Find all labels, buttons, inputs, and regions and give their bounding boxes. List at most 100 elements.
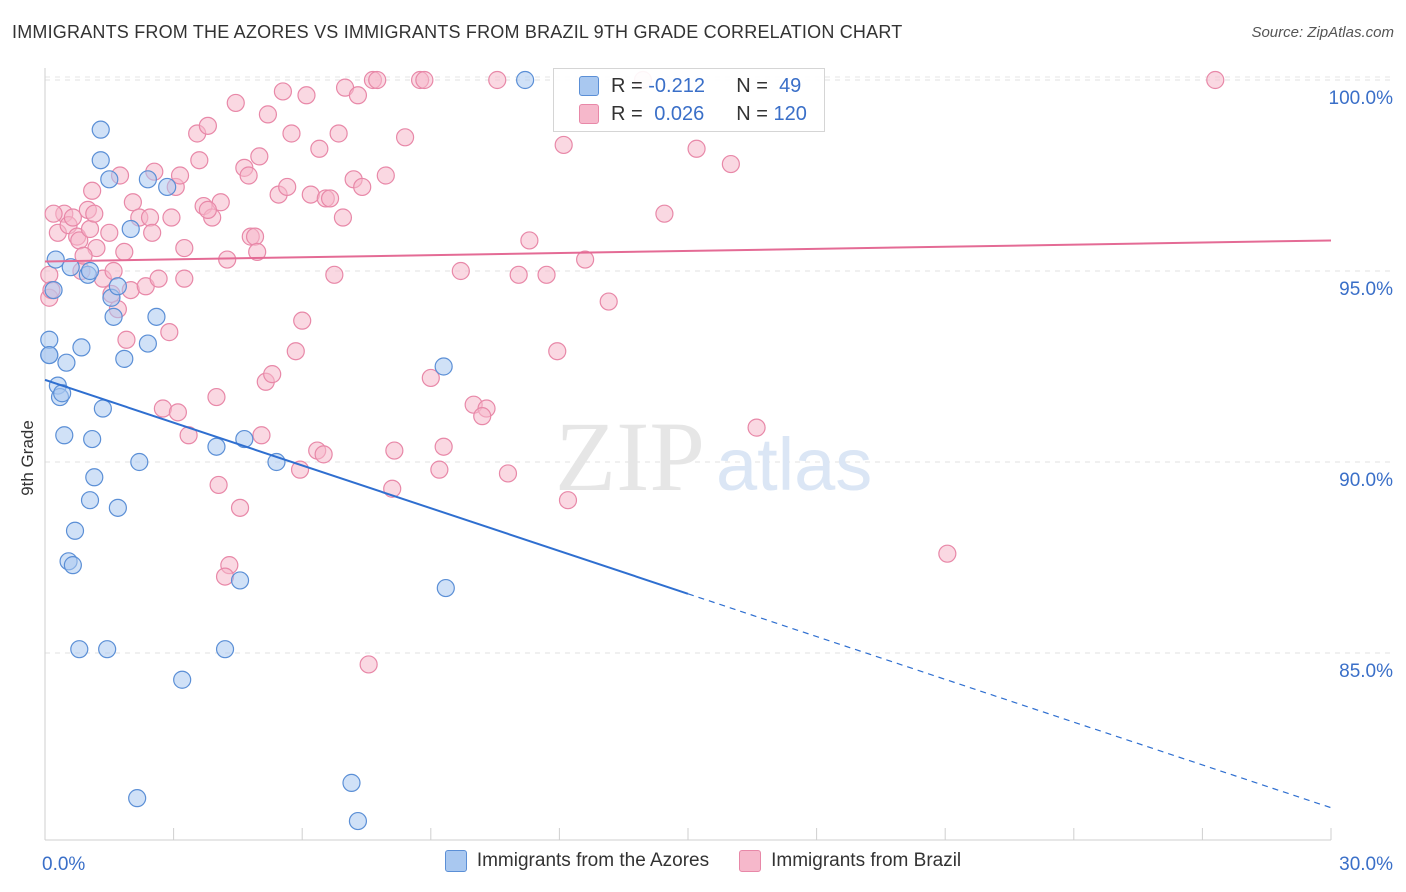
- watermark-atlas: atlas: [716, 423, 872, 506]
- point-brazil: [278, 177, 297, 197]
- point-brazil: [168, 403, 187, 422]
- point-brazil: [40, 265, 59, 284]
- point-brazil: [1206, 70, 1225, 90]
- point-brazil: [80, 219, 100, 239]
- point-azores: [342, 773, 361, 792]
- point-azores: [121, 219, 140, 239]
- y-tick-label: 85.0%: [1339, 661, 1393, 682]
- point-azores: [40, 330, 59, 349]
- point-brazil: [207, 387, 226, 407]
- point-brazil: [747, 418, 766, 437]
- point-azores: [235, 429, 254, 449]
- point-brazil: [509, 265, 528, 284]
- point-brazil: [115, 242, 134, 261]
- point-brazil: [576, 250, 595, 269]
- legend-n-label: N =: [736, 102, 768, 125]
- legend-r-brazil: 0.026: [654, 102, 705, 125]
- point-azores: [72, 338, 91, 357]
- point-brazil: [498, 464, 518, 483]
- watermark-zip: ZIP: [555, 401, 705, 512]
- point-brazil: [286, 342, 305, 361]
- trend-line-azores: [44, 378, 689, 595]
- point-azores: [128, 789, 147, 808]
- point-brazil: [175, 238, 194, 258]
- point-brazil: [488, 70, 507, 90]
- point-brazil: [655, 204, 674, 223]
- point-brazil: [520, 231, 539, 250]
- chart-title: IMMIGRANTS FROM THE AZORES VS IMMIGRANTS…: [12, 22, 903, 42]
- point-brazil: [170, 166, 190, 185]
- point-brazil: [215, 567, 235, 586]
- point-brazil: [248, 242, 267, 261]
- x-tick-label-max: 30.0%: [1339, 854, 1393, 875]
- point-brazil: [44, 204, 63, 223]
- point-brazil: [325, 265, 344, 284]
- point-brazil: [938, 544, 957, 563]
- point-brazil: [548, 342, 567, 361]
- point-brazil: [160, 323, 179, 342]
- point-azores: [40, 345, 59, 365]
- point-azores: [230, 571, 250, 590]
- point-azores: [138, 170, 157, 189]
- point-azores: [147, 307, 166, 326]
- point-brazil: [209, 475, 228, 495]
- point-azores: [70, 640, 89, 659]
- point-azores: [108, 498, 127, 517]
- point-azores: [215, 640, 235, 659]
- point-brazil: [314, 445, 333, 464]
- point-brazil: [190, 151, 209, 170]
- y-tick-label: 100.0%: [1329, 88, 1394, 109]
- point-brazil: [348, 86, 368, 105]
- point-brazil: [537, 265, 556, 284]
- legend-r-azores: -0.212: [648, 74, 705, 97]
- point-brazil: [320, 189, 340, 208]
- stats-legend: R = -0.212 N = 49 R = 0.026 N = 120: [553, 68, 825, 132]
- point-brazil: [175, 269, 194, 288]
- legend-r-label: R =: [611, 74, 643, 97]
- legend-n-azores: 49: [779, 74, 802, 97]
- series-label-azores: Immigrants from the Azores: [476, 850, 710, 871]
- point-brazil: [395, 128, 415, 147]
- point-azores: [55, 426, 74, 445]
- point-azores: [91, 151, 110, 170]
- point-brazil: [554, 135, 573, 155]
- point-brazil: [153, 399, 172, 418]
- series-legend-brazil[interactable]: Immigrants from Brazil: [739, 850, 961, 872]
- point-azores: [115, 349, 134, 368]
- point-azores: [65, 521, 85, 540]
- point-brazil: [297, 86, 316, 105]
- point-azores: [516, 70, 535, 90]
- legend-n-label: N =: [736, 74, 768, 97]
- point-brazil: [558, 491, 578, 510]
- point-brazil: [329, 124, 348, 143]
- legend-swatch-azores: [579, 76, 599, 96]
- point-brazil: [333, 208, 353, 227]
- point-azores: [63, 556, 82, 575]
- point-brazil: [226, 93, 245, 113]
- point-brazil: [451, 261, 470, 281]
- series-legend-azores[interactable]: Immigrants from the Azores: [444, 850, 710, 872]
- point-brazil: [353, 177, 372, 197]
- point-azores: [104, 307, 123, 326]
- point-brazil: [385, 441, 404, 460]
- point-brazil: [368, 70, 387, 90]
- trend-line-azores-extrapolated: [687, 593, 1332, 809]
- point-brazil: [293, 311, 312, 330]
- point-azores: [138, 334, 157, 353]
- point-azores: [108, 277, 127, 296]
- point-azores: [100, 170, 119, 189]
- point-brazil: [250, 147, 269, 166]
- point-brazil: [421, 368, 440, 388]
- point-azores: [44, 281, 63, 300]
- point-azores: [83, 429, 102, 449]
- point-brazil: [83, 181, 102, 200]
- point-brazil: [263, 365, 282, 384]
- point-azores: [80, 261, 100, 281]
- point-brazil: [104, 261, 123, 281]
- point-brazil: [239, 166, 258, 185]
- point-brazil: [162, 208, 181, 227]
- legend-row-brazil: R = 0.026 N = 120: [554, 100, 807, 128]
- y-tick-label: 95.0%: [1339, 279, 1393, 300]
- point-brazil: [85, 204, 104, 223]
- point-brazil: [117, 330, 136, 349]
